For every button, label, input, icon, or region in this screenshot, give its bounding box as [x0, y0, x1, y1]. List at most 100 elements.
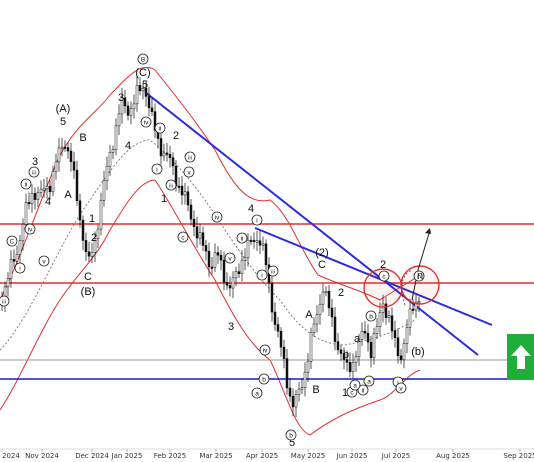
candle — [222, 251, 226, 291]
wave-label: 2 — [91, 232, 97, 244]
wave-label: 1 — [342, 387, 348, 399]
candle — [120, 87, 124, 124]
candle — [105, 156, 109, 191]
candle — [366, 324, 370, 352]
candle — [357, 333, 361, 367]
candle — [204, 239, 208, 261]
candle — [153, 103, 157, 139]
candle — [93, 231, 97, 262]
x-tick-label: May 2025 — [291, 452, 326, 460]
svg-text:c: c — [382, 274, 386, 281]
candle — [189, 199, 193, 226]
candle — [24, 193, 28, 232]
wave-label-circled: c — [378, 270, 390, 282]
candle — [312, 317, 316, 337]
lower-envelope — [0, 179, 421, 436]
candle — [60, 137, 64, 157]
svg-text:b: b — [289, 433, 293, 440]
candle — [249, 235, 253, 246]
svg-text:a: a — [367, 379, 371, 386]
candle — [207, 242, 211, 277]
candle — [327, 284, 331, 316]
candle — [39, 180, 43, 198]
candle — [252, 232, 256, 249]
wave-label-circled: C — [6, 235, 18, 247]
wave-label: b — [343, 349, 349, 361]
svg-text:iv: iv — [144, 120, 149, 127]
candle — [342, 347, 346, 370]
wave-label-circled: v — [224, 252, 236, 264]
candle — [78, 193, 82, 228]
wave-label: 4 — [45, 196, 51, 208]
svg-text:iii: iii — [2, 300, 6, 306]
candle — [132, 94, 136, 119]
x-axis: 2024 Nov 2024 Dec 2024 Jan 2025 Feb 2025 Mar … — [0, 448, 534, 460]
wave-label-circled: b — [258, 373, 270, 385]
candle — [390, 307, 394, 340]
x-tick-label: Jun 2025 — [336, 452, 368, 460]
svg-text:iv: iv — [263, 348, 268, 355]
wave-label-circled: B — [137, 53, 149, 65]
wave-label: 3 — [228, 321, 234, 333]
candle — [333, 307, 337, 351]
candle — [225, 272, 229, 290]
svg-text:i: i — [397, 380, 398, 387]
wave-label-circled: ii — [154, 122, 166, 134]
candle — [354, 350, 358, 373]
x-tick-label: 2024 — [2, 452, 20, 460]
candle — [264, 239, 268, 272]
candle — [294, 389, 298, 417]
svg-text:a: a — [353, 383, 357, 390]
wave-label: 3 — [118, 92, 124, 104]
candle — [387, 310, 391, 323]
candle — [330, 298, 334, 327]
wave-label: 5 — [289, 437, 295, 449]
wave-label: 5 — [142, 79, 148, 91]
candle — [51, 165, 55, 197]
candle — [159, 131, 163, 165]
candle — [87, 241, 91, 262]
candle — [360, 322, 364, 346]
svg-text:v: v — [42, 259, 46, 266]
svg-text:ii: ii — [159, 126, 162, 133]
candle — [273, 302, 277, 331]
x-tick-label: Jan 2025 — [111, 452, 143, 460]
candle — [258, 231, 262, 255]
svg-text:v: v — [399, 386, 403, 393]
candle — [270, 273, 274, 322]
wave-label-circled: b — [285, 429, 297, 441]
candle — [348, 352, 352, 378]
candle — [261, 236, 265, 251]
candle — [411, 299, 415, 315]
candle — [291, 388, 295, 417]
candle — [405, 319, 409, 354]
candle — [282, 339, 286, 369]
svg-text:iv: iv — [215, 215, 220, 222]
candle — [96, 224, 100, 248]
candle — [345, 350, 349, 372]
candle — [63, 140, 67, 152]
wave-label-circled: iii — [184, 151, 196, 163]
candle — [228, 276, 232, 297]
candle — [141, 83, 145, 100]
candle — [66, 142, 70, 159]
candle — [27, 192, 31, 210]
candle — [45, 177, 49, 199]
wave-label: 4 — [248, 203, 254, 215]
wave-label-circled: i — [14, 262, 26, 274]
candle — [243, 248, 247, 271]
candle — [48, 179, 52, 200]
candle — [237, 263, 241, 279]
candle — [219, 249, 223, 271]
wave-label-parenthesized: (C) — [135, 67, 150, 79]
candle — [9, 250, 13, 288]
candle — [321, 283, 325, 313]
wave-label-circled: iii — [165, 179, 177, 191]
svg-text:n: n — [417, 274, 421, 281]
wave-label: 1 — [89, 213, 95, 225]
candle — [306, 353, 310, 383]
x-tick-label: Sep 2025 — [503, 452, 534, 460]
x-tick-label: Aug 2025 — [436, 452, 470, 460]
